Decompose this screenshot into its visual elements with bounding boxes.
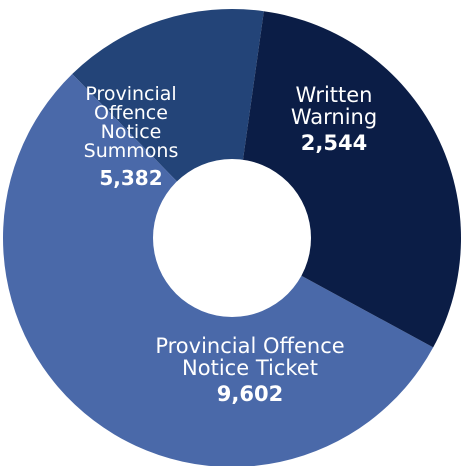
slice-label-line: Provincial (85, 83, 176, 105)
slice-label-line: Written (296, 83, 373, 107)
slice-value-label: 2,544 (301, 131, 367, 155)
slice-label-line: Provincial Offence (155, 334, 344, 358)
slice-label-line: Warning (291, 105, 377, 129)
slice-value-label: 9,602 (217, 382, 283, 406)
slice-label-line: Notice (101, 121, 162, 143)
slice-label-line: Summons (84, 140, 179, 162)
slice-value-label: 5,382 (99, 166, 162, 190)
donut-hole (153, 159, 311, 317)
slice-label-line: Notice Ticket (182, 356, 318, 380)
slice-label-line: Offence (94, 102, 168, 124)
